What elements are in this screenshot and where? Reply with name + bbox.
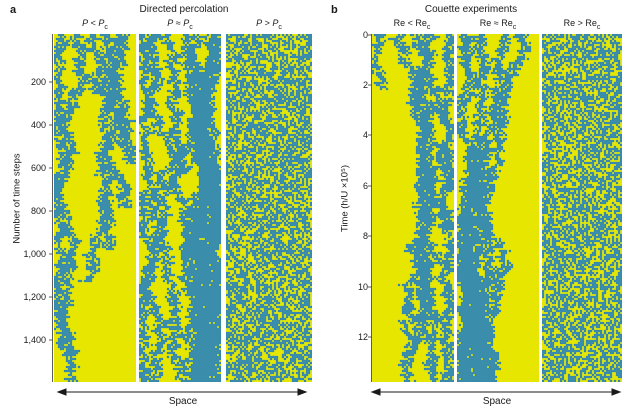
left-y-tick: 400: [30, 120, 46, 130]
left-y-axis-label: Number of time steps: [11, 153, 23, 244]
panel-label-re-lt-rec: Re < Rec: [393, 18, 431, 31]
dp-panel-subcritical: [54, 34, 136, 382]
panel-label-p-approx-pc: P ≈ Pc: [167, 18, 193, 31]
panel-label-re-approx-rec: Re ≈ Rec: [479, 18, 517, 31]
right-y-tick: 0: [362, 30, 368, 40]
left-y-tick: 600: [30, 163, 46, 173]
panel-label-p-lt-pc: P < Pc: [82, 18, 108, 31]
left-figure-title: Directed percolation: [139, 4, 229, 15]
right-x-axis-label: Space: [482, 396, 512, 407]
dp-panel-supercritical: [226, 34, 312, 382]
panel-label-re-gt-rec: Re > Rec: [563, 18, 601, 31]
left-y-tick: 1,400: [23, 335, 46, 345]
couette-panel-critical: [457, 34, 539, 382]
panel-letter-a: a: [10, 4, 17, 16]
panel-letter-b: b: [331, 4, 338, 16]
couette-panel-subcritical: [372, 34, 454, 382]
left-y-tick: 1,000: [23, 249, 46, 259]
right-y-tick: 8: [362, 231, 368, 241]
right-y-tick: 10: [357, 282, 368, 292]
dp-panel-critical: [139, 34, 221, 382]
left-y-tick: 800: [30, 206, 46, 216]
right-y-tick: 2: [362, 80, 368, 90]
right-y-tick: 4: [362, 130, 368, 140]
panel-label-p-gt-pc: P > Pc: [256, 18, 282, 31]
left-y-tick: 1,200: [23, 292, 46, 302]
right-figure-title: Couette experiments: [424, 4, 518, 15]
right-y-tick: 12: [357, 332, 368, 342]
right-y-tick: 6: [362, 181, 368, 191]
left-y-tick: 200: [30, 77, 46, 87]
left-x-axis-label: Space: [168, 396, 198, 407]
couette-panel-supercritical: [542, 34, 622, 382]
